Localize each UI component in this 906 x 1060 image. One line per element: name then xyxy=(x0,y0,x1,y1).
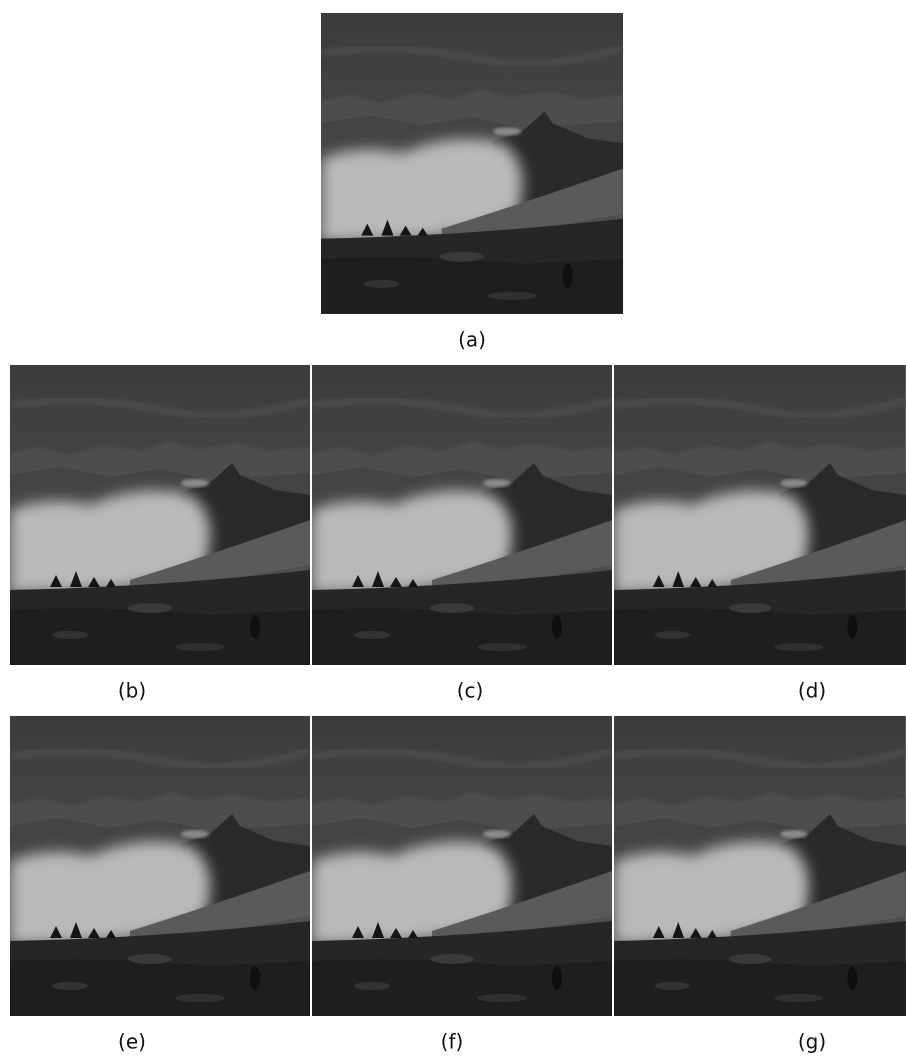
image-b xyxy=(10,365,310,665)
caption: (a) xyxy=(458,328,486,352)
caption: (g) xyxy=(798,1030,826,1054)
figure: (a) (b) (c) (d) (e) (f) (g) xyxy=(0,0,906,1056)
caption: (e) xyxy=(118,1030,146,1054)
image-g xyxy=(614,716,906,1016)
caption: (c) xyxy=(457,679,484,703)
image-c xyxy=(312,365,612,665)
caption: (b) xyxy=(118,679,146,703)
image-e xyxy=(10,716,310,1016)
caption: (d) xyxy=(798,679,826,703)
caption: (f) xyxy=(441,1030,464,1054)
image-f xyxy=(312,716,612,1016)
image-d xyxy=(614,365,906,665)
image-a xyxy=(321,13,623,314)
